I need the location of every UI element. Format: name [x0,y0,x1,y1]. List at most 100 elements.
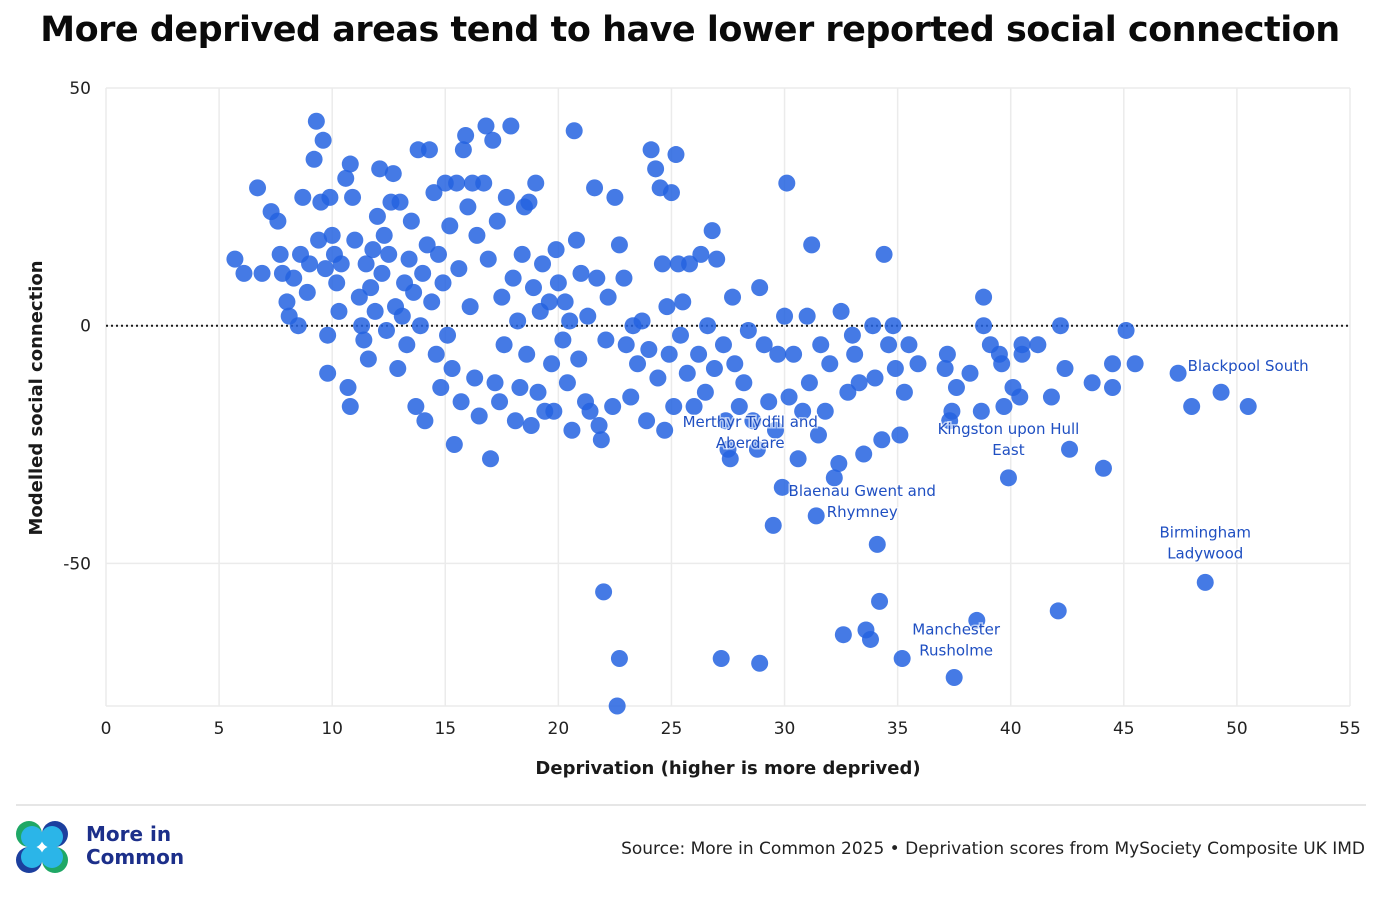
data-point [1011,388,1029,406]
data-point [513,245,531,263]
data-point [506,412,524,430]
annotation-text: Rusholme [919,641,993,659]
data-point [461,298,479,316]
data-point [319,364,337,382]
data-point [662,184,680,202]
annotation-text: Aberdare [716,434,785,452]
data-point [380,245,398,263]
data-point [425,184,443,202]
data-point [373,264,391,282]
chart-title: More deprived areas tend to have lower r… [40,10,1340,50]
data-point [592,431,610,449]
data-point [672,326,690,344]
data-point [294,188,312,206]
gridlines [105,87,1351,707]
data-point [448,174,466,192]
data-point [794,402,812,420]
data-point [886,359,904,377]
data-point [271,245,289,263]
annotation-text: Kingston upon Hull [938,420,1080,438]
data-point [629,355,647,373]
x-axis-ticks: 0 5 10 15 20 25 30 35 40 45 50 55 [101,719,1361,739]
data-point [359,350,377,368]
data-point [800,374,818,392]
data-point [416,412,434,430]
data-point [384,165,402,183]
data-point [798,307,816,325]
y-axis-label: Modelled social connection [26,260,47,535]
x-tick-label: 45 [1113,719,1135,739]
data-point [590,417,608,435]
data-point [678,364,696,382]
data-point [466,369,484,387]
annotation-text: East [992,441,1024,459]
data-point [427,345,445,363]
data-point [604,398,622,416]
data-point [1061,440,1079,458]
data-point [323,226,341,244]
data-point [445,436,463,454]
data-point [778,174,796,192]
data-point [411,317,429,335]
data-point [1042,388,1060,406]
brand-name: More in Common [86,823,184,869]
data-point [524,279,542,297]
data-point [475,174,493,192]
data-point [418,236,436,254]
data-point [319,326,337,344]
data-point [839,383,857,401]
data-point [402,212,420,230]
data-point [999,469,1017,487]
annotation-label: Blaenau Gwent and Rhymney [787,480,937,522]
data-point [975,288,993,306]
data-point [579,307,597,325]
source-note: Source: More in Common 2025 • Deprivatio… [621,839,1365,859]
data-point [943,402,961,420]
brand-line-2: Common [86,845,185,869]
data-point [482,450,500,468]
data-point [339,378,357,396]
data-point [305,150,323,168]
data-point [751,279,769,297]
data-point [332,255,350,273]
data-point [391,193,409,211]
data-point [764,516,782,534]
data-point [1094,459,1112,477]
data-point [653,255,671,273]
data-point [543,355,561,373]
data-point [735,374,753,392]
data-point [407,398,425,416]
data-point [816,402,834,420]
data-point [375,226,393,244]
data-point [353,317,371,335]
data-point [529,383,547,401]
data-point [509,312,527,330]
data-point [1083,374,1101,392]
data-point [586,179,604,197]
data-point [660,345,678,363]
data-point [642,141,660,159]
data-point [597,331,615,349]
data-point [708,250,726,268]
data-point [341,398,359,416]
data-point [371,160,389,178]
data-point [880,336,898,354]
data-point [1104,378,1122,396]
data-point [470,407,488,425]
data-point [712,649,730,667]
data-point [563,421,581,439]
data-point [617,336,635,354]
data-point [685,398,703,416]
data-point [434,274,452,292]
annotation-label: Birmingham Ladywood [1158,522,1252,564]
data-point [696,383,714,401]
data-point [479,250,497,268]
data-point [350,288,368,306]
data-point [310,231,328,249]
annotation-text: Merthyr Tydfil and [683,413,818,431]
data-point [692,245,710,263]
data-point [368,207,386,225]
data-point [443,359,461,377]
data-point [789,450,807,468]
data-point [520,193,538,211]
